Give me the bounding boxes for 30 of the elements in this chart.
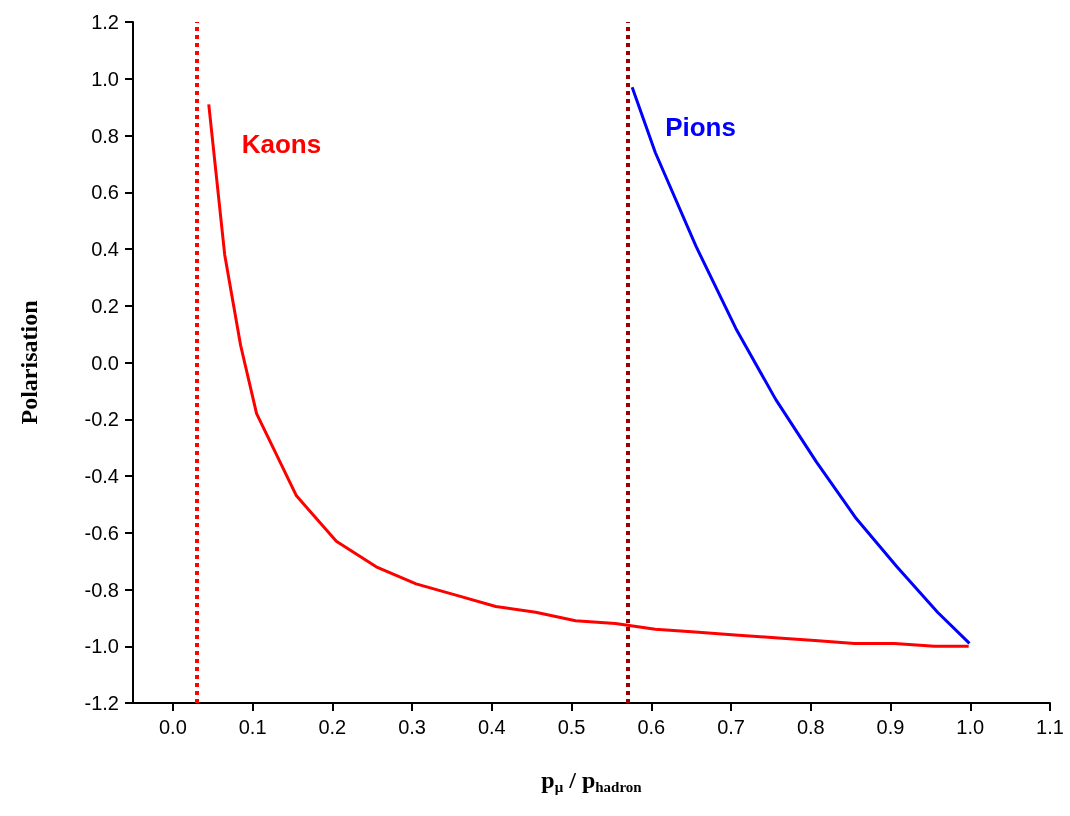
y-tick-label: -0.4	[84, 465, 119, 487]
x-tick-label: 0.0	[158, 716, 187, 738]
y-tick-label: 0.4	[91, 238, 119, 260]
y-tick-label: 1.0	[91, 67, 119, 90]
x-tick-label: 0.4	[477, 716, 506, 738]
series-label: Pions	[665, 112, 736, 143]
x-tick-label: 0.5	[557, 716, 586, 738]
y-tick-label: -1.0	[84, 635, 119, 658]
y-tick-label: 0.0	[91, 351, 119, 374]
series-label: Kaons	[241, 129, 322, 160]
y-tick-label: -0.6	[84, 521, 119, 544]
y-axis-title: Polarisation	[16, 300, 42, 425]
x-tick-label: 0.3	[398, 716, 426, 738]
y-tick-label: -1.2	[84, 692, 119, 714]
x-tick-label: 0.1	[238, 716, 267, 738]
x-tick-label: 0.8	[796, 716, 825, 738]
y-tick-label: 0.2	[91, 294, 119, 317]
y-tick-label: -0.2	[84, 408, 119, 431]
x-tick-label: 0.6	[637, 716, 666, 738]
y-tick-label: 0.8	[91, 124, 119, 147]
x-tick-label: 1.1	[1036, 716, 1064, 738]
line-series	[207, 102, 971, 648]
line-series	[630, 85, 971, 645]
x-tick-label: 0.7	[717, 716, 745, 738]
x-tick-label: 1.0	[956, 716, 985, 738]
y-tick-label: -0.8	[84, 578, 119, 601]
y-tick-label: 1.2	[91, 11, 119, 33]
x-tick-label: 0.2	[318, 716, 347, 738]
y-tick-label: 0.6	[91, 181, 119, 204]
x-tick-label: 0.9	[876, 716, 905, 738]
